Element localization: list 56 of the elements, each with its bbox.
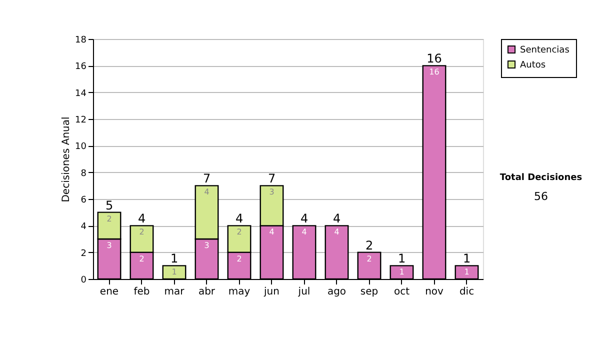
data-label: 2 xyxy=(139,228,144,237)
total-label: 1 xyxy=(398,252,406,266)
y-tick-label: 16 xyxy=(75,62,87,72)
total-label: 4 xyxy=(300,212,308,226)
data-label: 4 xyxy=(204,188,210,197)
data-label: 2 xyxy=(139,254,144,264)
data-label: 2 xyxy=(106,214,112,224)
y-tick-label: 2 xyxy=(80,248,86,259)
total-label: 5 xyxy=(105,198,114,212)
x-tick-label: oct xyxy=(394,286,410,298)
y-tick-label: 18 xyxy=(75,36,87,46)
y-tick-label: 14 xyxy=(75,88,87,99)
data-label: 2 xyxy=(236,228,242,237)
y-tick-label: 12 xyxy=(75,116,86,126)
data-label: 1 xyxy=(464,268,470,277)
data-label: 4 xyxy=(334,228,340,237)
legend-label: Autos xyxy=(520,60,546,70)
x-tick-label: may xyxy=(228,286,250,298)
text: 56 xyxy=(534,190,548,203)
x-tick-label: abr xyxy=(198,286,216,298)
y-tick-label: 6 xyxy=(80,196,87,206)
y-tick-label: 0 xyxy=(80,276,87,286)
total-label: 1 xyxy=(170,252,178,266)
data-label: 2 xyxy=(236,254,242,264)
x-tick-label: jul xyxy=(297,286,310,298)
total-label: 1 xyxy=(462,252,471,266)
x-tick-label: ene xyxy=(100,286,119,298)
x-tick-label: nov xyxy=(425,286,444,298)
total-label: 4 xyxy=(138,212,146,226)
data-label: 16 xyxy=(429,68,440,77)
data-label: 1 xyxy=(172,268,177,277)
total-label: 7 xyxy=(268,172,276,186)
data-label: 3 xyxy=(269,188,274,197)
x-tick-label: ago xyxy=(327,286,346,298)
total-label: 4 xyxy=(235,212,244,226)
total-label: 7 xyxy=(202,172,211,186)
y-tick-label: 10 xyxy=(75,142,87,152)
data-label: 3 xyxy=(106,241,112,250)
y-tick-label: 4 xyxy=(80,222,87,232)
y-tick-label: 8 xyxy=(80,168,87,179)
x-tick-label: feb xyxy=(134,286,150,298)
data-label: 1 xyxy=(399,268,404,277)
data-label: 3 xyxy=(204,241,210,250)
x-tick-label: mar xyxy=(164,286,186,298)
x-tick-label: sep xyxy=(360,286,378,298)
text: Total Decisiones xyxy=(500,173,582,183)
total-label: 16 xyxy=(426,52,442,66)
data-label: 4 xyxy=(302,228,307,237)
x-tick-label: dic xyxy=(459,286,474,298)
data-label: 2 xyxy=(366,254,372,264)
y-axis-title: Decisiones Anual xyxy=(61,116,72,202)
total-label: 4 xyxy=(332,212,341,226)
total-label: 2 xyxy=(365,238,374,252)
x-tick-label: jun xyxy=(263,286,280,298)
data-label: 4 xyxy=(269,228,274,237)
legend-label: Sentencias xyxy=(520,46,570,56)
